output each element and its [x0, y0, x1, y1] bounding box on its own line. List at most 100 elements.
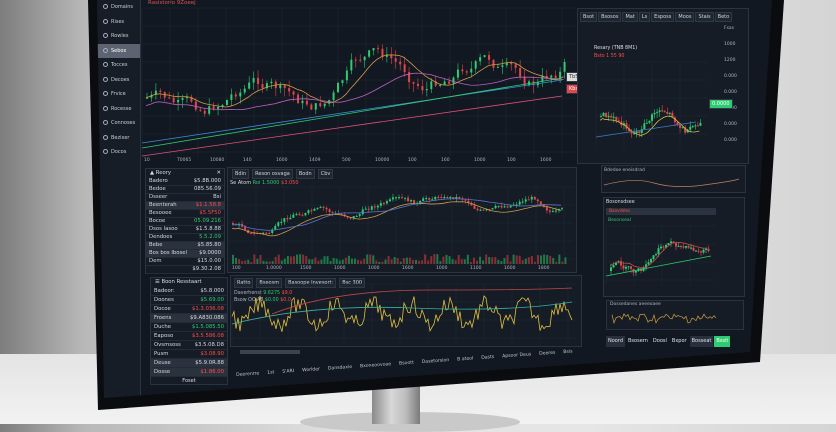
- sidebar-item-sebox[interactable]: Sebox: [97, 43, 140, 58]
- right-panel-tab[interactable]: Esposs: [651, 12, 675, 22]
- right-panel-tab[interactable]: Mat: [622, 12, 638, 22]
- list-item[interactable]: Deuse $5.9.0R.88: [151, 359, 227, 368]
- volume-bar: [506, 254, 509, 264]
- list-item[interactable]: $9.30.2.08: [146, 266, 224, 274]
- watchlist-footer[interactable]: Foset: [182, 378, 196, 384]
- action-button-bsosern[interactable]: Bsosern: [628, 338, 648, 344]
- bottom-toolbar-item[interactable]: Worlder: [301, 367, 321, 374]
- list-item[interactable]: Dem $15.0.00: [146, 258, 224, 266]
- x-tick-label: 1100: [470, 266, 482, 271]
- sidebar-item-docos[interactable]: Docos: [97, 145, 140, 160]
- candle: [523, 76, 526, 86]
- bottom-toolbar-item[interactable]: Dasts: [481, 354, 495, 361]
- list-item[interactable]: Dsseer Bsi: [146, 194, 224, 202]
- list-item[interactable]: Eaposo $3.5.586.08: [151, 332, 227, 341]
- candle: [671, 112, 674, 118]
- sidebar-item-rises[interactable]: Rises: [97, 15, 140, 30]
- bottom-toolbar-item[interactable]: Dasetorsion: [421, 358, 450, 366]
- candle: [605, 112, 608, 118]
- sidebar-item-rowles[interactable]: Rowles: [97, 29, 140, 44]
- volume-bar: [253, 254, 256, 264]
- action-button-bxpor[interactable]: Bxpor: [671, 338, 687, 344]
- trend-line: [595, 121, 697, 138]
- oscillator-tab[interactable]: Bseosm: [256, 278, 283, 288]
- volume-bar: [491, 257, 494, 264]
- right-panel-tab[interactable]: Ls: [638, 12, 651, 22]
- main-candlestick-chart[interactable]: [141, 7, 576, 158]
- chart-tab[interactable]: Reson osvaga: [252, 169, 293, 179]
- list-item[interactable]: Dsos Iasoo $1.5.8.88: [146, 226, 224, 234]
- bottom-toolbar-item[interactable]: S'ARI: [282, 368, 295, 375]
- chart-tab[interactable]: Bdin: [232, 169, 250, 179]
- volume-bar: [558, 254, 561, 264]
- right-lower-candlestick-chart[interactable]: [605, 225, 716, 286]
- right-panel-tab[interactable]: Bsosos: [598, 12, 622, 22]
- candle: [524, 199, 527, 202]
- bottom-toolbar-item[interactable]: B ateol: [457, 356, 474, 363]
- oscillator-tab[interactable]: Bsc 300: [339, 278, 366, 288]
- oscillator-tab[interactable]: Basoope Invesort:: [285, 278, 337, 288]
- bottom-toolbar-item[interactable]: Apsoor Deus: [502, 352, 532, 360]
- list-item[interactable]: Doones $5.69.00: [151, 296, 227, 305]
- bottom-toolbar-item[interactable]: 1st: [267, 370, 275, 376]
- bottom-toolbar-item[interactable]: Bsis: [563, 349, 573, 356]
- close-icon[interactable]: ✕: [216, 170, 221, 176]
- right-panel-tab[interactable]: Stais: [695, 12, 714, 22]
- list-item[interactable]: Dosse $1.86.00: [151, 368, 227, 377]
- sidebar-item-connoses[interactable]: Connoses: [97, 116, 140, 131]
- x-tick-label: 500: [342, 158, 351, 163]
- sidebar-item-rocesse[interactable]: Rocesse: [97, 102, 140, 117]
- candle: [532, 81, 535, 86]
- sidebar-item-decoes[interactable]: Decoes: [97, 73, 140, 88]
- menu-icon[interactable]: ☰: [155, 279, 162, 285]
- legend-label: Daverhenst: [234, 291, 262, 296]
- list-item[interactable]: Bedoe 085.56.09: [146, 186, 224, 194]
- list-item[interactable]: Duche $1.5.085.50: [151, 323, 227, 332]
- price-tag: 0.0000: [709, 99, 733, 109]
- bottom-toolbar-item[interactable]: Deerenrre: [236, 371, 260, 378]
- candle: [404, 197, 407, 199]
- bottom-toolbar-item[interactable]: Dansdaxie: [327, 364, 353, 372]
- list-item[interactable]: Dendoes 5.5.2.09: [146, 234, 224, 242]
- sidebar-item-frvice[interactable]: Frvice: [97, 87, 140, 102]
- chart-tab[interactable]: Bodn: [295, 169, 315, 179]
- action-button-noord[interactable]: Noord: [606, 336, 625, 347]
- list-item[interactable]: Besooee $5.5F50: [146, 210, 224, 218]
- sidebar-item-domains[interactable]: Domains: [97, 0, 140, 15]
- sidebar-item-bezixer[interactable]: Bezixer: [97, 131, 140, 146]
- right-panel-tab[interactable]: Bsot: [580, 12, 598, 22]
- collapse-icon[interactable]: ▲: [150, 170, 156, 176]
- list-item[interactable]: Froens $9.A830.086: [151, 314, 227, 323]
- list-item[interactable]: Beenterah $1.1.58.8: [146, 202, 224, 210]
- sidebar-item-tocces[interactable]: Tocces: [97, 58, 140, 73]
- list-item[interactable]: Badeor: $5.8.000: [151, 287, 227, 296]
- right-panel-tab[interactable]: Beto: [714, 12, 733, 22]
- bottom-toolbar-item[interactable]: Bsoott: [398, 360, 415, 367]
- submit-order-button[interactable]: Bssit: [714, 336, 731, 347]
- right-panel-tab[interactable]: Moos: [675, 12, 695, 22]
- action-button-doosl[interactable]: Doosl: [652, 338, 667, 344]
- list-item[interactable]: Badero $5.8B.000: [146, 178, 224, 186]
- action-button-bosseat[interactable]: Bosseat: [689, 336, 714, 347]
- candle: [686, 129, 689, 133]
- list-item[interactable]: Ovsmsoss $3.5.08.D8: [151, 341, 227, 350]
- oscillator-chart[interactable]: [231, 283, 577, 342]
- legend-value: $0.00: [264, 298, 279, 303]
- oscillator-tab[interactable]: Ratto: [234, 278, 254, 288]
- candle: [483, 55, 486, 58]
- right-candlestick-chart[interactable]: [595, 61, 708, 150]
- symbol-value: $5.85.80: [197, 242, 221, 248]
- bottom-toolbar-item[interactable]: Deeres: [539, 350, 556, 357]
- mid-candlestick-chart[interactable]: [227, 186, 573, 265]
- list-item[interactable]: Bebe $5.85.80: [146, 242, 224, 250]
- list-item[interactable]: Pusm $3.08.90: [151, 350, 227, 359]
- list-item[interactable]: Bocoe 05.09.216: [146, 218, 224, 226]
- bottom-toolbar-item[interactable]: Bxoneoovoae: [359, 362, 392, 370]
- candle: [615, 262, 617, 266]
- candle: [548, 210, 551, 212]
- list-item[interactable]: Bos bos Ibosel $9.0000: [146, 250, 224, 258]
- horizontal-scrollbar[interactable]: [240, 350, 300, 354]
- chart-tab[interactable]: Cbv: [317, 169, 334, 179]
- toolbar-label[interactable]: Bsovdmo: [609, 209, 630, 214]
- list-item[interactable]: Docoe $1.3.036.08: [151, 305, 227, 314]
